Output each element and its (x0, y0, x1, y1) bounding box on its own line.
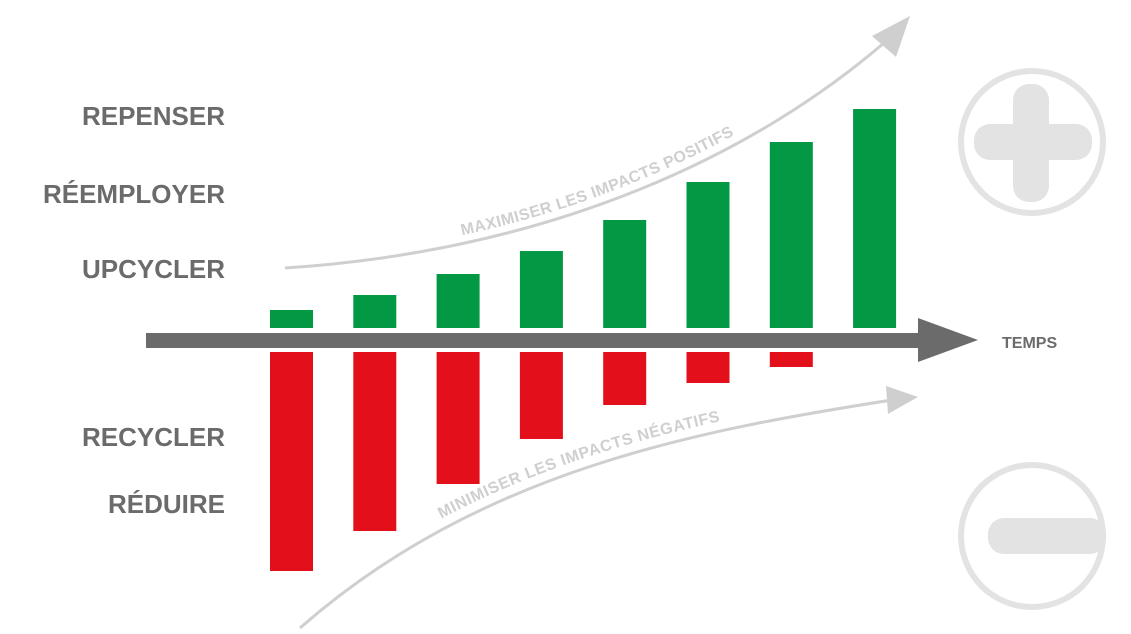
plus-circle-icon (958, 68, 1106, 216)
bottom-curve (299, 398, 893, 630)
minus-circle-icon (958, 462, 1106, 610)
label-reemployer: RÉEMPLOYER (42, 179, 225, 209)
positive-bar (769, 142, 813, 328)
top-curve (284, 40, 886, 270)
positive-bar (353, 295, 397, 328)
negative-bar (769, 352, 813, 367)
bottom-curve-arrowhead (886, 386, 918, 414)
axis-label-temps: TEMPS (1002, 335, 1058, 352)
negative-bar (270, 352, 313, 571)
positive-bar (519, 251, 563, 328)
positive-bar (270, 310, 313, 328)
positive-bar (603, 220, 647, 328)
negative-bar (353, 352, 397, 531)
negative-bar (519, 352, 563, 439)
top-curve-arrowhead (872, 16, 910, 57)
label-upcycler: UPCYCLER (81, 254, 225, 284)
negative-bar (686, 352, 730, 383)
time-axis-arrowhead (918, 318, 978, 362)
label-recycler: RECYCLER (81, 422, 225, 452)
positive-bar (436, 274, 480, 328)
time-axis (146, 333, 936, 348)
bars (270, 109, 897, 571)
label-repenser: REPENSER (81, 101, 225, 131)
negative-bar (436, 352, 480, 484)
positive-bar (853, 109, 897, 328)
label-reduire: RÉDUIRE (107, 489, 225, 519)
positive-bar (686, 182, 730, 328)
negative-bar (603, 352, 647, 405)
